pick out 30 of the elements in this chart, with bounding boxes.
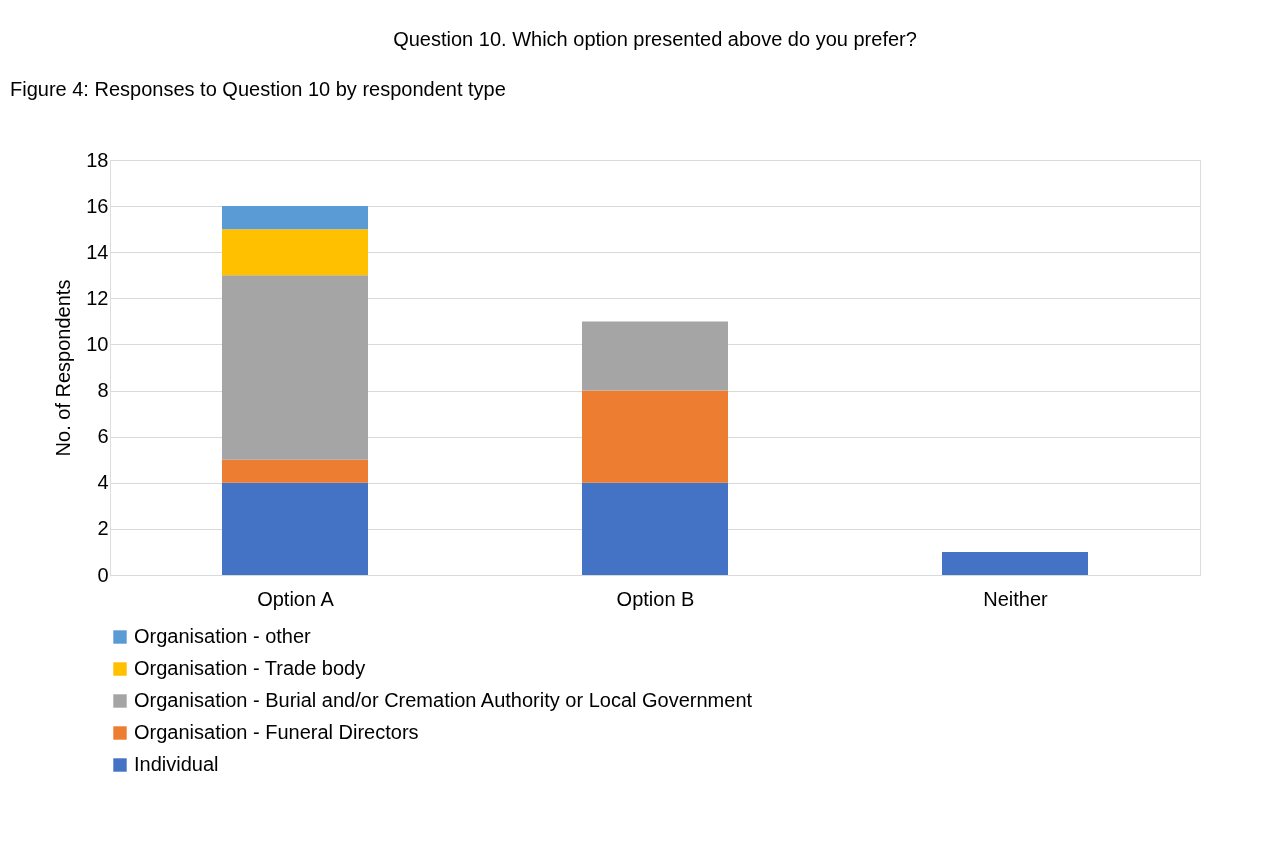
legend-label: Organisation - other bbox=[134, 625, 312, 647]
y-tick-label: 8 bbox=[97, 379, 109, 402]
legend-label: Organisation - Burial and/or Cremation Authority or Local Government bbox=[134, 689, 753, 711]
y-tick-label: 18 bbox=[86, 148, 109, 171]
y-tick-label: 14 bbox=[86, 240, 109, 263]
y-tick-label: 4 bbox=[97, 471, 109, 494]
y-tick-label: 10 bbox=[86, 332, 109, 355]
y-tick-label: 0 bbox=[97, 563, 109, 586]
chart-title: Question 10. Which option presented above do you prefer? bbox=[393, 28, 917, 50]
y-tick-label: 2 bbox=[97, 517, 109, 540]
bar bbox=[942, 551, 1088, 575]
legend-label: Organisation - Trade body bbox=[134, 657, 366, 679]
x-tick-label: Option A bbox=[257, 587, 335, 610]
bar bbox=[222, 275, 368, 460]
bar bbox=[582, 482, 728, 575]
legend-label: Individual bbox=[134, 753, 219, 775]
y-tick-label: 6 bbox=[97, 425, 109, 448]
y-tick-label: 16 bbox=[86, 194, 109, 217]
bar bbox=[222, 459, 368, 483]
bar bbox=[582, 390, 728, 483]
y-tick-label: 12 bbox=[86, 286, 109, 309]
bar bbox=[582, 321, 728, 391]
x-tick-label: Neither bbox=[983, 587, 1049, 610]
caption: Figure 4: Responses to Question 10 by respondent type bbox=[10, 78, 506, 100]
x-tick-label: Option B bbox=[616, 587, 695, 610]
y-axis-title: No. of Respondents bbox=[52, 279, 75, 457]
bar bbox=[222, 482, 368, 575]
legend-label: Organisation - Funeral Directors bbox=[134, 721, 419, 743]
bar bbox=[222, 206, 368, 230]
bar bbox=[222, 229, 368, 276]
